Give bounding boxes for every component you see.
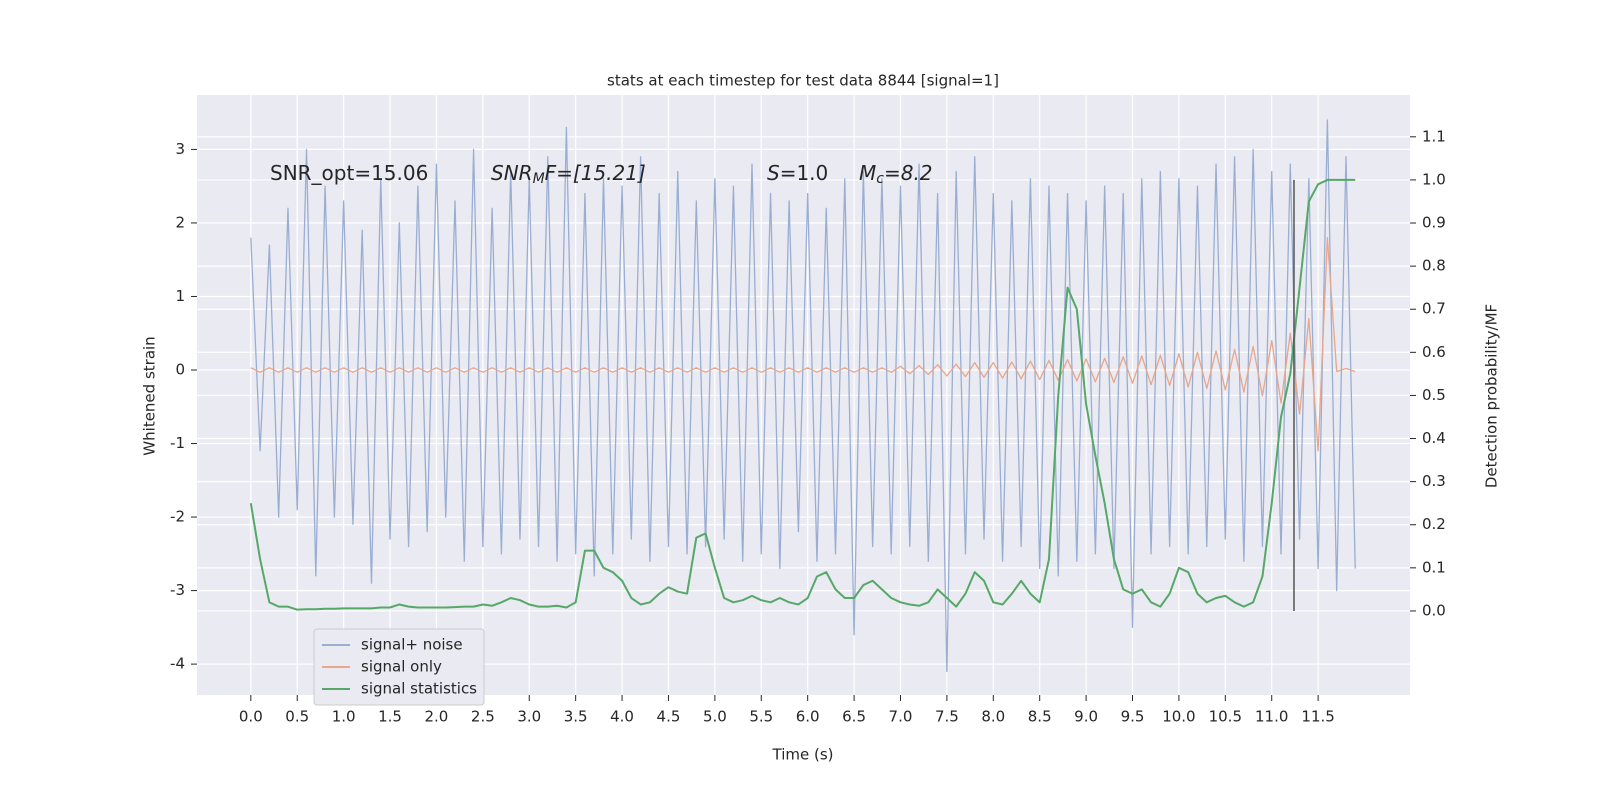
- annotation: SNRMF=[15.21]: [491, 161, 646, 188]
- x-tick-label: 7.5: [935, 708, 959, 726]
- legend-label: signal statistics: [361, 680, 477, 698]
- x-tick-label: 1.0: [332, 708, 356, 726]
- y-tick-label: -2: [170, 508, 185, 526]
- y2-tick-label: 0.3: [1422, 472, 1446, 490]
- series-line: [249, 178, 1356, 611]
- y-tick-label: 2: [175, 213, 185, 231]
- annotation-symbol: M: [859, 161, 876, 185]
- annotation-subscript: c: [876, 171, 884, 187]
- y-tick-label: 1: [175, 287, 185, 305]
- x-tick-label: 0.0: [239, 708, 263, 726]
- x-axis-label: Time (s): [772, 746, 834, 764]
- y2-tick-label: 0.4: [1422, 429, 1446, 447]
- y2-tick-label: 0.2: [1422, 515, 1446, 533]
- legend-box: [313, 628, 485, 706]
- x-tick-label: 2.5: [471, 708, 495, 726]
- x-tick-label: 8.0: [981, 708, 1005, 726]
- x-tick-label: 10.5: [1209, 708, 1242, 726]
- x-tick-label: 1.5: [378, 708, 402, 726]
- y2-tick-label: 0.5: [1422, 386, 1446, 404]
- y2-tick-label: 0.1: [1422, 558, 1446, 576]
- y-tick-label: -4: [170, 655, 185, 673]
- y2-tick-label: 0.0: [1422, 601, 1446, 619]
- annotation-symbol: SNR: [491, 161, 533, 185]
- annotation-rest: =1.0: [780, 161, 829, 185]
- y2-tick-label: 1.1: [1422, 127, 1446, 145]
- x-tick-label: 4.0: [610, 708, 634, 726]
- x-tick-label: 4.5: [657, 708, 681, 726]
- x-tick-label: 8.5: [1028, 708, 1052, 726]
- series-line: [250, 119, 1356, 673]
- annotation-subscript: M: [533, 171, 545, 187]
- legend-label: signal only: [361, 658, 442, 676]
- series-line: [250, 237, 1356, 452]
- x-tick-label: 9.5: [1121, 708, 1145, 726]
- annotation-rest: F=[15.21]: [545, 161, 646, 185]
- x-tick-label: 6.0: [796, 708, 820, 726]
- x-tick-label: 10.0: [1162, 708, 1195, 726]
- annotation: S=1.0: [767, 161, 828, 185]
- y2-tick-label: 1.0: [1422, 170, 1446, 188]
- y-tick-label: -3: [170, 581, 185, 599]
- x-tick-label: 7.0: [889, 708, 913, 726]
- y2-tick-label: 0.9: [1422, 214, 1446, 232]
- x-tick-label: 11.0: [1255, 708, 1288, 726]
- annotation-symbol: S: [767, 161, 780, 185]
- y2-tick-label: 0.6: [1422, 343, 1446, 361]
- legend-label: signal+ noise: [361, 636, 463, 654]
- x-tick-label: 6.5: [842, 708, 866, 726]
- y2-tick-label: 0.8: [1422, 257, 1446, 275]
- x-tick-label: 9.0: [1074, 708, 1098, 726]
- y-tick-label: 0: [175, 361, 185, 379]
- x-tick-label: 2.0: [425, 708, 449, 726]
- annotation-text: SNR_opt=15.06: [270, 161, 428, 185]
- x-tick-label: 3.0: [517, 708, 541, 726]
- y-axis-label: Whitened strain: [141, 336, 159, 455]
- x-tick-label: 5.0: [703, 708, 727, 726]
- y2-tick-label: 0.7: [1422, 300, 1446, 318]
- annotation: Mc=8.2: [859, 161, 933, 188]
- annotation-rest: =8.2: [884, 161, 933, 185]
- y-tick-label: -1: [170, 434, 185, 452]
- y2-axis-label: Detection probability/MF: [1483, 304, 1501, 488]
- x-tick-label: 3.5: [564, 708, 588, 726]
- x-tick-label: 11.5: [1301, 708, 1334, 726]
- x-tick-label: 5.5: [749, 708, 773, 726]
- annotation: SNR_opt=15.06: [270, 161, 428, 185]
- x-tick-label: 0.5: [285, 708, 309, 726]
- y-tick-label: 3: [175, 140, 185, 158]
- chart-title: stats at each timestep for test data 884…: [607, 72, 999, 90]
